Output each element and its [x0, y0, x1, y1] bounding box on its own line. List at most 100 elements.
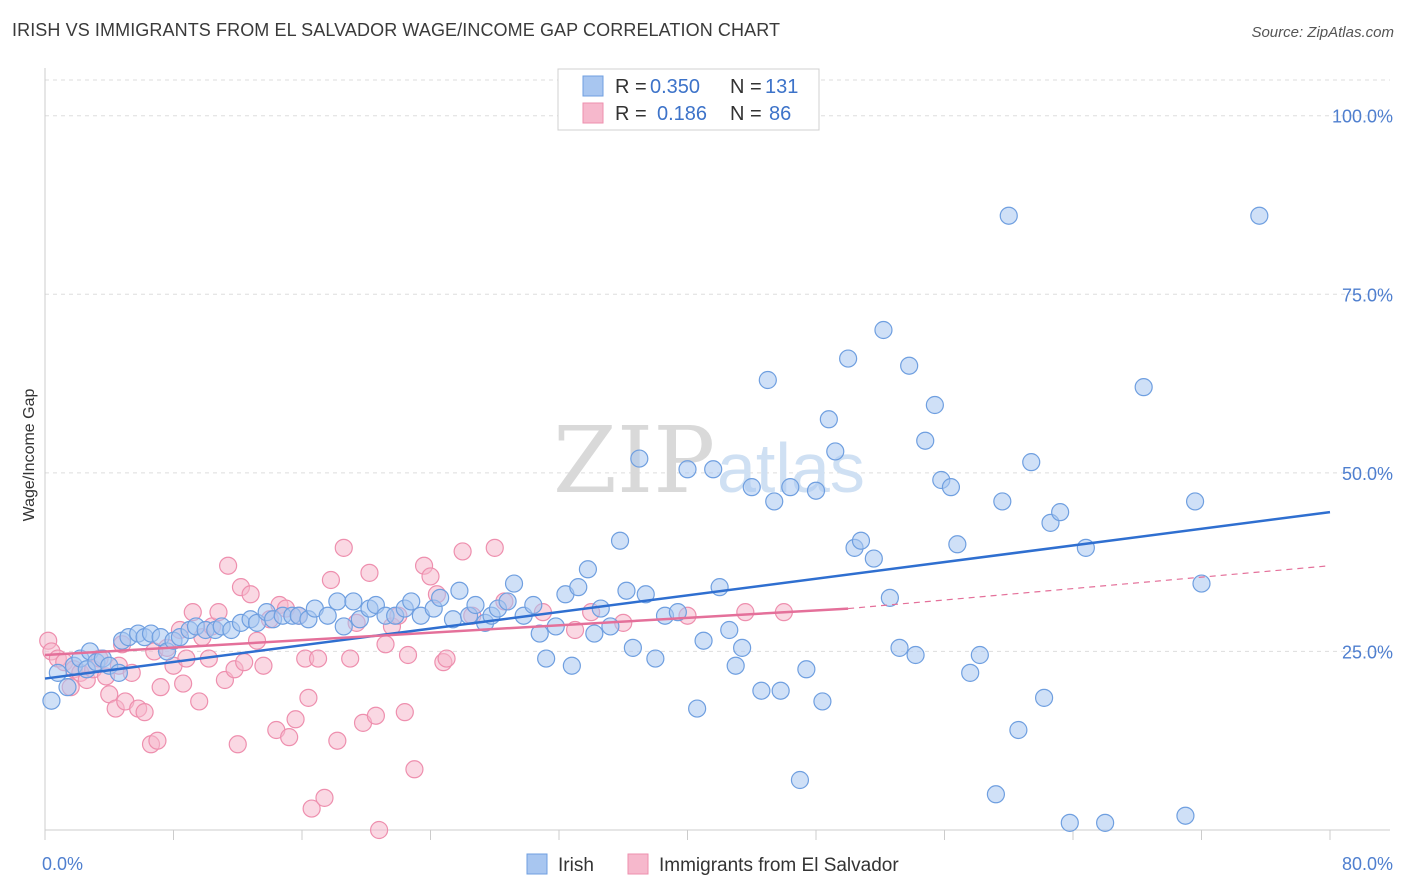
salvador-point-52 [302, 799, 321, 818]
irish-point-129 [1192, 574, 1211, 593]
x-tick-labels: 0.0% 80.0% [42, 854, 1393, 874]
irish-point-70 [601, 617, 620, 636]
irish-point-99 [839, 349, 858, 368]
irish-point-53 [466, 595, 485, 615]
salvador-point-39 [235, 653, 254, 672]
irish-point-76 [646, 649, 665, 668]
irish-point-130 [1250, 206, 1269, 225]
irish-point-101 [851, 531, 871, 550]
irish-point-10 [109, 663, 128, 682]
irish-point-39 [344, 592, 363, 611]
irish-point-75 [636, 585, 655, 604]
salvador-point-56 [328, 731, 347, 750]
salvador-point-67 [395, 703, 414, 722]
legend-irish-swatch [582, 75, 604, 97]
irish-point-91 [771, 681, 790, 700]
bottom-legend-salvador-label: Immigrants from El Salvador [659, 855, 899, 876]
legend-irish-r-value: 0.350 [650, 76, 700, 98]
irish-point-115 [986, 785, 1006, 804]
salvador-point-53 [308, 649, 328, 668]
y-tick-labels: 25.0% 50.0% 75.0% 100.0% [1332, 107, 1393, 663]
salvador-point-41 [247, 631, 267, 650]
irish-point-86 [733, 638, 752, 657]
legend-salvador-r-label: R = [615, 103, 647, 125]
salvador-point-58 [341, 649, 360, 668]
y-tick-label-0: 25.0% [1342, 642, 1393, 662]
salvador-points [39, 538, 793, 840]
irish-point-49 [431, 588, 450, 607]
irish-point-51 [450, 581, 469, 600]
irish-point-46 [402, 592, 421, 611]
irish-point-98 [826, 442, 845, 461]
salvador-point-68 [398, 645, 418, 665]
irish-point-36 [318, 606, 337, 625]
irish-point-72 [617, 581, 636, 600]
source-label: Source: ZipAtlas.com [1251, 24, 1394, 41]
irish-point-89 [758, 370, 777, 390]
salvador-point-57 [334, 538, 353, 557]
irish-point-87 [742, 478, 761, 497]
salvador-point-21 [148, 731, 167, 750]
x-tick-label-1: 80.0% [1342, 854, 1393, 874]
irish-point-38 [334, 617, 353, 636]
irish-point-119 [1022, 453, 1041, 472]
chart-title: IRISH VS IMMIGRANTS FROM EL SALVADOR WAG… [12, 20, 781, 40]
irish-point-108 [916, 431, 935, 450]
irish-point-92 [781, 478, 800, 497]
irish-point-74 [630, 449, 649, 468]
irish-point-109 [925, 395, 944, 415]
irish-point-90 [765, 492, 784, 511]
salvador-point-51 [299, 688, 318, 707]
salvador-point-29 [190, 692, 209, 711]
irish-point-112 [948, 535, 967, 554]
salvador-point-64 [376, 635, 395, 654]
irish-point-96 [813, 692, 832, 711]
salvador-point-54 [315, 788, 334, 807]
salvador-point-48 [286, 710, 305, 729]
salvador-point-61 [360, 563, 379, 582]
irish-point-105 [890, 638, 909, 657]
legend-irish-n-label: N = [730, 76, 762, 98]
salvador-point-26 [174, 674, 193, 693]
y-tick-label-3: 100.0% [1332, 107, 1393, 127]
irish-point-95 [806, 481, 826, 500]
irish-points [42, 206, 1269, 832]
salvador-trendline [44, 607, 849, 657]
legend-salvador-swatch [582, 102, 604, 124]
irish-point-2 [58, 678, 77, 697]
bottom-legend-irish-label: Irish [558, 855, 594, 876]
irish-point-116 [993, 492, 1012, 511]
irish-point-60 [524, 595, 543, 615]
salvador-point-40 [241, 585, 260, 604]
irish-point-120 [1034, 688, 1054, 707]
irish-point-94 [797, 660, 816, 679]
y-tick-label-2: 75.0% [1342, 285, 1393, 305]
salvador-point-47 [280, 728, 299, 747]
salvador-point-55 [321, 570, 341, 590]
legend-irish-n-value: 131 [765, 76, 798, 98]
salvador-point-74 [437, 649, 456, 668]
irish-point-78 [668, 603, 687, 622]
irish-trendline [44, 510, 1331, 680]
irish-point-68 [585, 624, 604, 643]
irish-point-117 [999, 206, 1018, 225]
bottom-legend: Irish Immigrants from El Salvador [526, 853, 899, 876]
irish-point-84 [720, 620, 739, 640]
salvador-point-22 [151, 678, 170, 697]
irish-point-81 [694, 631, 713, 650]
irish-point-122 [1051, 503, 1070, 522]
irish-point-127 [1176, 806, 1195, 825]
irish-point-61 [530, 624, 549, 643]
irish-point-57 [498, 592, 517, 611]
bottom-legend-irish-swatch [526, 853, 548, 875]
irish-point-73 [623, 638, 642, 657]
irish-point-0 [42, 691, 61, 710]
y-axis-label: Wage/Income Gap [21, 389, 38, 522]
irish-point-79 [678, 460, 697, 479]
irish-point-114 [970, 645, 989, 665]
irish-point-85 [726, 656, 745, 675]
irish-point-125 [1096, 813, 1115, 832]
salvador-point-42 [254, 656, 273, 675]
irish-point-118 [1009, 720, 1028, 740]
